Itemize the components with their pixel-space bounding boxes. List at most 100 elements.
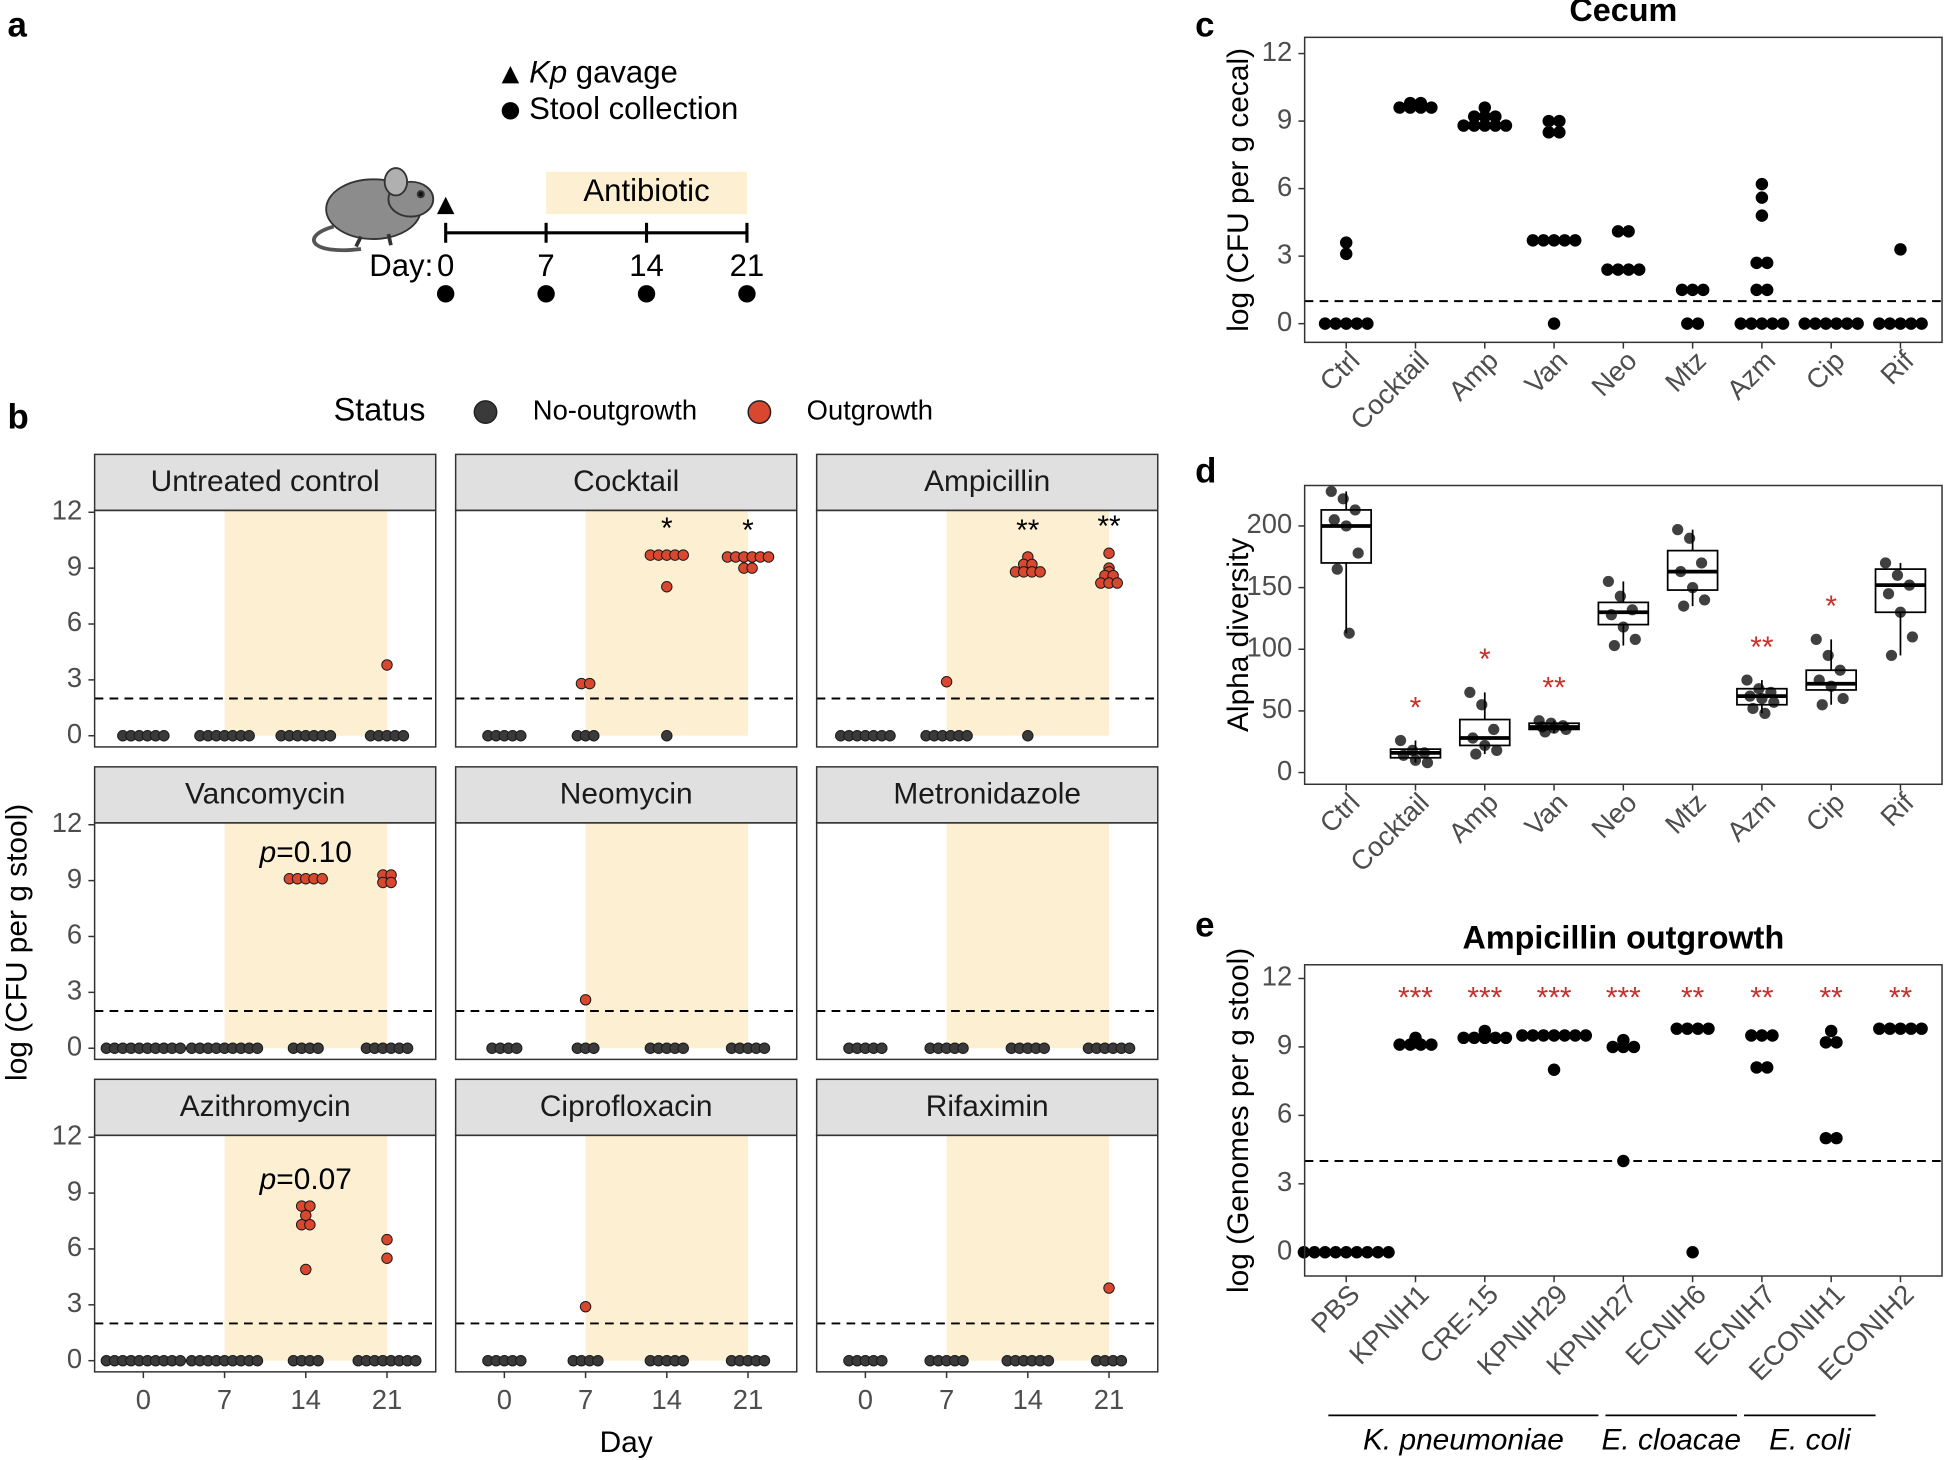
legend-title: Status <box>334 392 426 428</box>
data-point <box>1350 1246 1364 1259</box>
data-point <box>1034 566 1046 578</box>
data-point <box>1894 606 1907 618</box>
x-tick-label: Rif <box>1874 786 1920 832</box>
data-point <box>1629 633 1641 645</box>
data-point <box>1371 1246 1385 1259</box>
data-point <box>1702 1022 1715 1035</box>
plot-background <box>1304 964 1943 1277</box>
data-point <box>1349 504 1361 516</box>
data-point <box>1755 317 1769 330</box>
x-tick-label: Mtz <box>1659 345 1712 398</box>
significance: *** <box>1398 982 1433 1015</box>
x-tick-label: 0 <box>136 1384 151 1415</box>
data-point <box>1547 317 1561 330</box>
data-point <box>579 994 592 1006</box>
data-point <box>1745 317 1758 330</box>
data-point <box>1489 110 1502 123</box>
data-point <box>1819 1036 1833 1049</box>
data-point <box>1329 317 1342 330</box>
data-point <box>1686 1246 1699 1259</box>
data-point <box>1611 263 1625 276</box>
x-tick-label: Neo <box>1585 787 1642 844</box>
y-tick-label: 12 <box>52 807 82 838</box>
data-point <box>1756 692 1768 705</box>
data-point <box>410 1354 422 1367</box>
axis-label: Day: <box>369 248 433 283</box>
data-point <box>1873 1022 1886 1035</box>
data-point <box>1734 317 1747 330</box>
significance: ** <box>1542 672 1566 705</box>
data-point <box>1627 1040 1641 1054</box>
data-point <box>1038 1042 1050 1054</box>
facet-border <box>815 1134 1159 1373</box>
strip-title: Metronidazole <box>893 777 1081 810</box>
x-tick-label: 7 <box>578 1384 593 1415</box>
data-point <box>1617 1033 1630 1047</box>
data-point <box>1894 1022 1907 1035</box>
data-point <box>1393 101 1406 114</box>
data-point <box>1798 317 1811 330</box>
y-tick-label: 3 <box>67 975 82 1006</box>
data-point <box>1331 563 1343 575</box>
data-point <box>1479 739 1491 752</box>
data-point <box>1526 234 1540 247</box>
data-point <box>1830 1036 1843 1049</box>
y-tick-label: 0 <box>67 1030 82 1061</box>
y-tick-label: 0 <box>67 1343 82 1374</box>
antibiotic-label: Antibiotic <box>583 173 709 208</box>
data-point <box>1329 1246 1342 1259</box>
data-point <box>1904 317 1918 330</box>
data-point <box>1696 283 1710 297</box>
strip-title: Ampicillin <box>924 465 1050 498</box>
data-point <box>1834 664 1846 676</box>
significance: * <box>1410 691 1422 724</box>
y-tick-label: 12 <box>1262 36 1292 67</box>
y-axis-title: log (CFU per g cecal) <box>1222 48 1255 332</box>
data-point <box>1352 547 1364 559</box>
data-point <box>1406 744 1419 756</box>
data-point <box>1824 1024 1838 1038</box>
data-point <box>1606 1040 1619 1054</box>
facet-border <box>93 1134 437 1373</box>
x-tick-label: Ctrl <box>1314 345 1366 397</box>
data-point <box>324 730 337 742</box>
data-point <box>884 730 896 742</box>
x-tick-label: Ctrl <box>1314 787 1366 839</box>
data-point <box>1337 493 1349 505</box>
data-point <box>1840 317 1854 330</box>
data-point <box>1816 699 1828 711</box>
data-point <box>1539 726 1551 738</box>
x-tick-label: Cocktail <box>1344 787 1435 878</box>
y-axis-title: log (CFU per g stool) <box>1 804 34 1081</box>
panel-label: a <box>7 6 27 45</box>
group-label: E. coli <box>1769 1423 1852 1456</box>
data-point <box>1882 588 1895 600</box>
data-point <box>1883 1022 1897 1035</box>
plot-border <box>1303 964 1943 1277</box>
strip-title: Cocktail <box>573 465 679 498</box>
day-label: 7 <box>537 248 554 283</box>
data-point <box>251 1354 264 1367</box>
data-point <box>1678 600 1690 612</box>
data-point <box>1851 317 1864 330</box>
data-point <box>1617 621 1629 633</box>
data-point <box>1602 575 1615 588</box>
data-point <box>1885 649 1898 662</box>
data-point <box>1425 1038 1438 1051</box>
data-point <box>381 659 393 671</box>
legend-label: Kp gavage <box>529 55 678 90</box>
legend-label: No-outgrowth <box>533 394 697 425</box>
data-point <box>1750 1061 1763 1074</box>
data-point <box>1745 1029 1758 1042</box>
y-tick-label: 200 <box>1247 508 1293 539</box>
data-point <box>1760 1061 1774 1074</box>
data-point <box>1558 234 1571 247</box>
data-point <box>661 730 673 742</box>
data-point <box>1409 754 1422 766</box>
strip <box>454 766 798 824</box>
data-point <box>1499 1031 1513 1045</box>
data-point <box>1915 1022 1928 1035</box>
significance: *** <box>1467 982 1502 1015</box>
data-point <box>1691 317 1705 330</box>
x-tick-label: Rif <box>1874 344 1920 390</box>
